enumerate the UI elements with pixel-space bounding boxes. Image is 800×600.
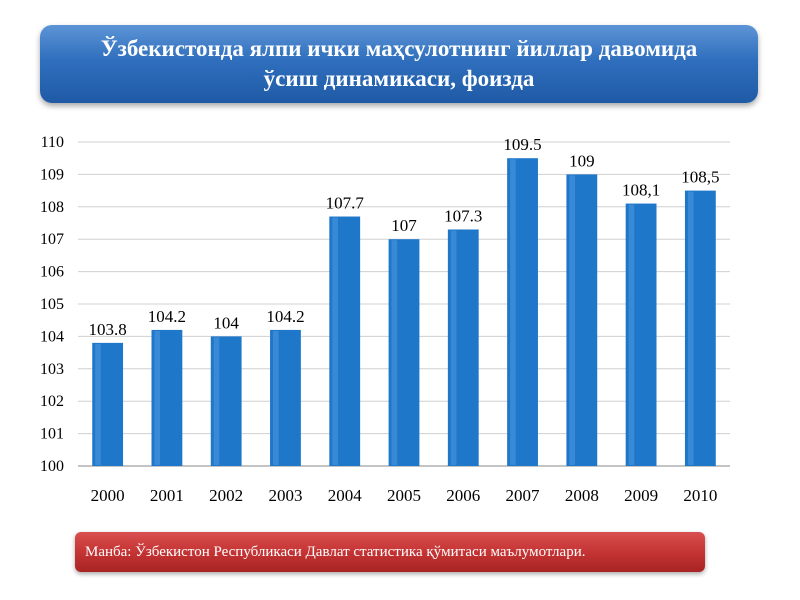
source-note: Манба: Ўзбекистон Республикаси Давлат ст… (85, 543, 586, 560)
data-label: 104.2 (148, 307, 186, 326)
chart-title-banner: Ўзбекистонда ялпи ички маҳсулотнинг йилл… (40, 25, 758, 103)
bar-highlight (273, 330, 279, 465)
data-label: 108,1 (622, 181, 660, 200)
x-tick-label: 2010 (683, 486, 717, 505)
y-tick-label: 104 (40, 328, 64, 345)
y-tick-label: 100 (40, 458, 64, 475)
data-label: 107 (391, 216, 417, 235)
data-label: 109 (569, 151, 595, 170)
bar-highlight (628, 204, 635, 465)
y-tick-label: 106 (40, 264, 64, 281)
data-labels: 103.8 104.2 104 104.2 107.7 107 107.3 109.5 109 1… (89, 135, 720, 339)
y-tick-label: 105 (40, 296, 64, 313)
bars (92, 158, 716, 466)
bar-highlight (332, 217, 338, 465)
bar-highlight (450, 230, 457, 465)
data-label: 108,5 (681, 168, 719, 187)
bar-highlight (510, 159, 516, 465)
x-tick-label: 2008 (565, 486, 599, 505)
x-tick-label: 2006 (446, 486, 480, 505)
bar-highlight (687, 191, 694, 465)
bar-highlight (154, 330, 161, 465)
x-tick-label: 2001 (150, 486, 184, 505)
bar-highlight (391, 240, 398, 465)
x-tick-label: 2002 (209, 486, 243, 505)
y-tick-label: 108 (40, 199, 64, 216)
chart-title-line-1: Ўзбекистонда ялпи ички маҳсулотнинг йилл… (100, 36, 698, 61)
x-tick-label: 2005 (387, 486, 421, 505)
data-label: 107.3 (444, 206, 482, 225)
data-label: 104 (213, 313, 239, 332)
bar-highlight (213, 337, 220, 465)
x-tick-label: 2000 (91, 486, 125, 505)
y-tick-label: 103 (40, 361, 64, 378)
bar-highlight (569, 175, 575, 465)
x-tick-label: 2004 (328, 486, 363, 505)
y-tick-label: 110 (41, 134, 64, 151)
data-label: 103.8 (89, 320, 127, 339)
data-label: 104.2 (266, 307, 304, 326)
chart-title-line-2: ўсиш динамикаси, фоизда (263, 66, 535, 91)
x-tick-label: 2007 (506, 486, 541, 505)
y-axis-ticks: 100 101 102 103 104 105 106 107 108 109 110 (40, 134, 64, 475)
data-label: 109.5 (503, 135, 541, 154)
y-tick-label: 102 (40, 393, 64, 410)
x-tick-label: 2003 (268, 486, 302, 505)
y-tick-label: 109 (40, 166, 64, 183)
x-tick-label: 2009 (624, 486, 658, 505)
y-tick-label: 107 (40, 231, 64, 248)
x-axis-ticks: 2000 2001 2002 2003 2004 2005 2006 2007 2008 2009… (91, 486, 718, 505)
data-label: 107.7 (326, 194, 365, 213)
source-note-banner: Манба: Ўзбекистон Республикаси Давлат ст… (75, 532, 705, 572)
bar-highlight (95, 343, 101, 465)
y-tick-label: 101 (40, 426, 64, 443)
